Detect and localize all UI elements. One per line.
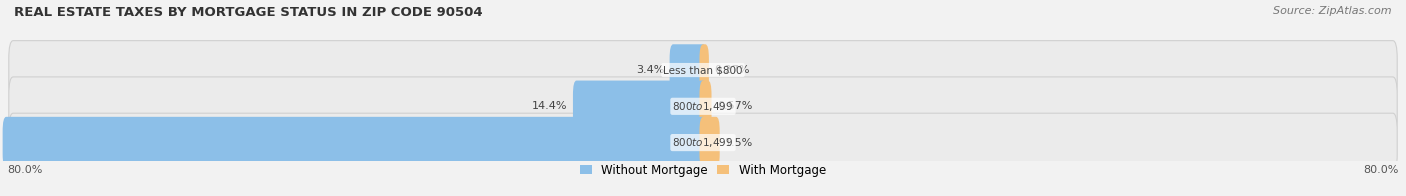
FancyBboxPatch shape xyxy=(700,81,711,132)
Text: 80.0%: 80.0% xyxy=(1364,165,1399,175)
Text: 3.4%: 3.4% xyxy=(636,65,665,75)
Text: 0.27%: 0.27% xyxy=(714,65,749,75)
Text: Source: ZipAtlas.com: Source: ZipAtlas.com xyxy=(1274,6,1392,16)
Text: 80.0%: 80.0% xyxy=(7,165,42,175)
FancyBboxPatch shape xyxy=(700,117,720,168)
FancyBboxPatch shape xyxy=(8,113,1398,172)
FancyBboxPatch shape xyxy=(3,117,706,168)
Text: $800 to $1,499: $800 to $1,499 xyxy=(672,100,734,113)
FancyBboxPatch shape xyxy=(700,44,709,96)
Text: REAL ESTATE TAXES BY MORTGAGE STATUS IN ZIP CODE 90504: REAL ESTATE TAXES BY MORTGAGE STATUS IN … xyxy=(14,6,482,19)
FancyBboxPatch shape xyxy=(8,41,1398,99)
Legend: Without Mortgage, With Mortgage: Without Mortgage, With Mortgage xyxy=(581,164,825,177)
Text: 14.4%: 14.4% xyxy=(533,101,568,111)
Text: 1.5%: 1.5% xyxy=(725,138,754,148)
Text: Less than $800: Less than $800 xyxy=(664,65,742,75)
Text: 0.57%: 0.57% xyxy=(717,101,752,111)
Text: $800 to $1,499: $800 to $1,499 xyxy=(672,136,734,149)
FancyBboxPatch shape xyxy=(8,77,1398,136)
FancyBboxPatch shape xyxy=(669,44,707,96)
FancyBboxPatch shape xyxy=(574,81,707,132)
